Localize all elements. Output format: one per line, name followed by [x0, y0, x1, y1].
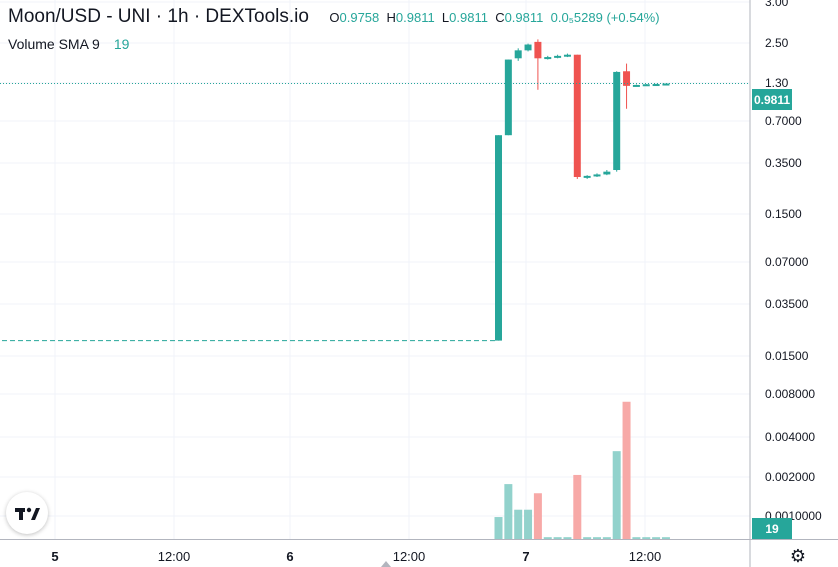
price-tick-label: 0.7000 [765, 114, 802, 128]
candle-body [534, 41, 542, 59]
time-tick-label: 12:00 [393, 549, 426, 564]
tradingview-logo-icon[interactable] [6, 492, 48, 534]
price-tick-label: 3.00 [765, 0, 789, 9]
high-value: 0.9811 [395, 10, 435, 25]
candle-body [554, 55, 562, 58]
last-price-badge: 0.9811 [752, 89, 792, 110]
volume-bar [514, 509, 523, 539]
candle-body [623, 71, 631, 86]
time-tick-label: 5 [51, 549, 58, 564]
price-tick-label: 1.30 [765, 76, 789, 90]
volume-bar [593, 537, 601, 539]
price-tick-label: 0.03500 [765, 297, 809, 311]
time-tick-label: 12:00 [158, 549, 191, 564]
volume-bar [573, 474, 582, 539]
candle-body [524, 44, 532, 51]
volume-bar [602, 537, 611, 539]
price-tick-label: 0.3500 [765, 156, 802, 170]
candle-body [573, 54, 581, 178]
low-label: L [441, 10, 450, 25]
candle-body [613, 71, 621, 171]
volume-bar [642, 537, 651, 539]
close-value: 0.9811 [504, 10, 544, 25]
symbol-legend: Moon/USD - UNI · 1h · DEXTools.io O0.975… [8, 6, 660, 28]
price-scale-background [750, 0, 838, 540]
high-label: H [386, 10, 396, 25]
volume-badge-text: 19 [765, 522, 779, 536]
gear-icon[interactable]: ⚙ [789, 546, 807, 566]
symbol-title[interactable]: Moon/USD - UNI · 1h · DEXTools.io [8, 6, 309, 27]
volume-bar [652, 537, 661, 539]
candle-body [662, 83, 670, 86]
volume-bar [661, 537, 670, 539]
time-scroll-marker [381, 561, 391, 567]
candle-body [544, 57, 552, 60]
volume-bar [504, 484, 513, 539]
volume-bar [632, 537, 641, 539]
candle-body [593, 174, 601, 177]
open-label: O [329, 10, 340, 25]
tradingview-logo-glyph [15, 507, 40, 520]
candle-body [642, 84, 650, 87]
price-tick-label: 0.1500 [765, 207, 802, 221]
time-tick-label: 7 [522, 549, 529, 564]
candles [495, 39, 670, 341]
volume-bar [524, 509, 533, 539]
candle-body [632, 84, 640, 87]
price-tick-label: 0.002000 [765, 470, 815, 484]
price-tick-label: 0.004000 [765, 430, 815, 444]
time-tick-label: 12:00 [629, 549, 662, 564]
last-price-badge-text: 0.9811 [754, 93, 790, 107]
candle-body [504, 59, 512, 136]
volume-badge: 19 [752, 518, 792, 539]
candle-body [583, 175, 591, 178]
candle-body [603, 171, 611, 175]
candle-body [563, 54, 571, 57]
volume-bar [494, 517, 503, 539]
change-value: 0.0₅5289 (+0.54%) [550, 10, 660, 25]
candle-body [652, 84, 660, 87]
price-tick-label: 2.50 [765, 36, 789, 50]
volume-bar [563, 537, 572, 539]
volume-badge-bg [752, 518, 792, 539]
price-tick-label: 0.01500 [765, 349, 809, 363]
price-tick-label: 0.07000 [765, 255, 809, 269]
candle-body [514, 50, 522, 59]
ohlc-values: O0.9758 H0.9811 L0.9811 C0.9811 0.0₅5289… [329, 10, 659, 25]
close-label: C [495, 10, 505, 25]
grid-lines [0, 0, 750, 539]
time-tick-label: 6 [286, 549, 293, 564]
last-price-badge-bg [752, 89, 792, 110]
volume-bar [543, 537, 552, 539]
time-axis[interactable]: 5 12:00 6 12:00 7 12:00 [51, 549, 661, 564]
volume-bar [622, 401, 631, 539]
volume-bar [553, 537, 562, 539]
volume-bar [612, 451, 621, 539]
low-value: 0.9811 [449, 10, 488, 25]
open-value: 0.9758 [339, 10, 380, 25]
volume-bar [583, 537, 592, 539]
volume-legend[interactable]: Volume SMA 9 19 [8, 36, 129, 52]
volume-indicator-label: Volume SMA 9 [8, 36, 100, 52]
volume-indicator-value: 19 [113, 36, 130, 52]
candle-body [495, 135, 502, 341]
volume-bar [533, 493, 542, 539]
volume-bars [494, 401, 670, 539]
price-tick-label: 0.008000 [765, 387, 815, 401]
